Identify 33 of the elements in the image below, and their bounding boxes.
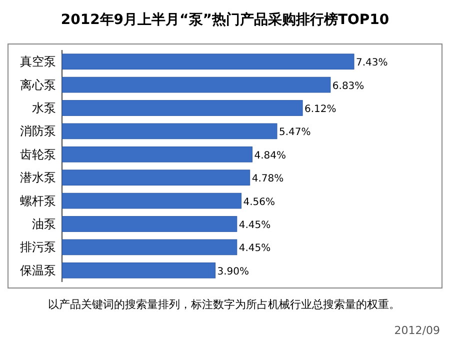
y-tick-label: 潜水泵	[20, 170, 56, 185]
bar	[62, 239, 238, 256]
text: 以产品关键词的搜索量排列，标注数字为所占机械行业总搜索量的权重。	[48, 298, 400, 311]
data-label: 5.47%	[278, 127, 311, 138]
bar	[62, 192, 242, 209]
y-tick-label: 消防泵	[20, 124, 56, 138]
bar	[62, 146, 252, 162]
y-tick-label: 保温泵	[20, 263, 56, 278]
y-tick-label: 离心泵	[20, 78, 56, 92]
data-label: 4.45%	[238, 220, 271, 231]
bar	[62, 170, 250, 186]
y-tick-label: 螺杆泵	[20, 194, 56, 208]
data-label: 4.45%	[238, 243, 271, 254]
bar	[62, 123, 278, 140]
y-tick-label: 油泵	[32, 217, 56, 231]
y-tick-label: 排污泵	[20, 240, 56, 254]
bar	[62, 262, 216, 278]
data-label: 3.90%	[217, 266, 250, 278]
data-label: 6.83%	[332, 80, 364, 92]
bar	[62, 216, 238, 232]
bar	[62, 76, 331, 93]
data-label: 4.56%	[243, 196, 275, 208]
bar	[62, 54, 354, 70]
text: 2012/09	[394, 324, 440, 337]
y-tick-label: 水泵	[32, 101, 56, 115]
bar	[62, 100, 303, 116]
y-tick-label: 真空泵	[20, 54, 56, 69]
data-label: 4.78%	[252, 174, 284, 185]
y-tick-label: 齿轮泵	[20, 147, 56, 162]
data-label: 7.43%	[356, 58, 388, 69]
chart-title: 2012年9月上半月“泵”热门产品采购排行榜TOP10	[60, 11, 390, 28]
data-label: 4.84%	[254, 150, 286, 162]
data-label: 6.12%	[304, 104, 336, 115]
